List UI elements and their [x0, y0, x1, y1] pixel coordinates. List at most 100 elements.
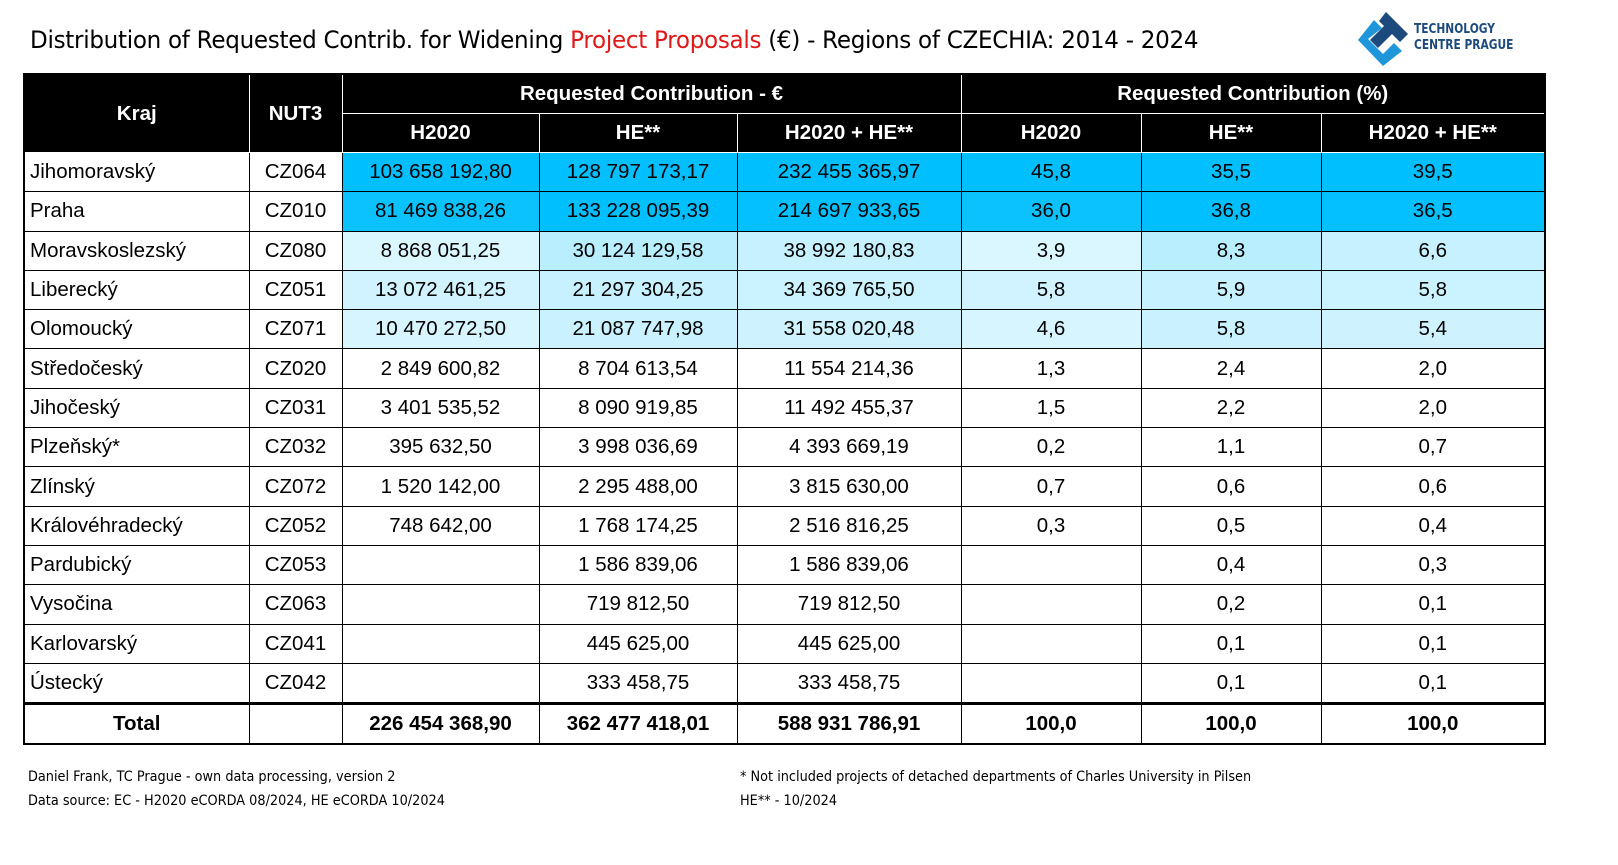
eur-value-0: 2 849 600,82 — [341, 348, 540, 389]
eur-value-1: 8 704 613,54 — [538, 348, 738, 389]
region-name: Karlovarský — [23, 623, 250, 664]
eur-value-0: 748 642,00 — [341, 505, 540, 546]
nut3-code — [248, 702, 343, 746]
region-name: Plzeňský* — [23, 427, 250, 468]
footer-author: Daniel Frank, TC Prague - own data proce… — [28, 769, 396, 785]
eur-value-1: 2 295 488,00 — [538, 466, 738, 507]
pct-value-0: 5,8 — [960, 269, 1142, 311]
region-name: Královéhradecký — [23, 505, 250, 546]
eur-value-1: 445 625,00 — [538, 623, 738, 664]
region-name: Ústecký — [23, 662, 250, 705]
eur-value-1: 133 228 095,39 — [538, 191, 738, 232]
eur-value-0 — [341, 584, 540, 625]
title-text-end: (€) - Regions of CZECHIA: 2014 - 2024 — [761, 26, 1199, 54]
title-highlight: Project Proposals — [570, 26, 762, 54]
pct-value-0: 0,2 — [960, 427, 1142, 468]
table-row: Karlovarský CZ041 445 625,00 445 625,00 0,1 0… — [23, 623, 1546, 664]
eur-value-2: 214 697 933,65 — [736, 191, 962, 232]
eur-value-1: 3 998 036,69 — [538, 427, 738, 468]
eur-value-1: 8 090 919,85 — [538, 387, 738, 429]
pct-value-0: 45,8 — [960, 151, 1142, 193]
eur-value-0: 13 072 461,25 — [341, 269, 540, 311]
eur-value-2: 11 554 214,36 — [736, 348, 962, 389]
subheader-5: H2020 + HE** — [1320, 113, 1546, 153]
pct-value-0: 0,7 — [960, 466, 1142, 507]
region-name: Jihočeský — [23, 387, 250, 429]
table-row: Plzeňský* CZ032 395 632,50 3 998 036,69 4 39… — [23, 427, 1546, 468]
footer-source: Data source: EC - H2020 eCORDA 08/2024, … — [28, 793, 445, 809]
eur-value-2: 445 625,00 — [736, 623, 962, 664]
pct-value-2: 100,0 — [1320, 702, 1546, 746]
eur-value-0: 81 469 838,26 — [341, 191, 540, 232]
pct-value-1: 0,6 — [1140, 466, 1322, 507]
region-name: Vysočina — [23, 584, 250, 625]
pct-value-1: 0,2 — [1140, 584, 1322, 625]
table-row: Jihomoravský CZ064 103 658 192,80 128 797 1… — [23, 151, 1546, 193]
nut3-code: CZ051 — [248, 269, 343, 311]
logo-line1: TECHNOLOGY — [1414, 22, 1496, 37]
table-row: Královéhradecký CZ052 748 642,00 1 768 174,… — [23, 505, 1546, 546]
table-row: Jihočeský CZ031 3 401 535,52 8 090 919,85 11… — [23, 387, 1546, 429]
eur-value-2: 31 558 020,48 — [736, 309, 962, 350]
eur-value-2: 3 815 630,00 — [736, 466, 962, 507]
pct-value-2: 36,5 — [1320, 191, 1546, 232]
region-name: Pardubický — [23, 544, 250, 586]
eur-value-2: 588 931 786,91 — [736, 702, 962, 746]
eur-value-1: 30 124 129,58 — [538, 230, 738, 271]
nut3-code: CZ063 — [248, 584, 343, 625]
pct-value-0 — [960, 584, 1142, 625]
pct-value-1: 100,0 — [1140, 702, 1322, 746]
pct-value-0: 0,3 — [960, 505, 1142, 546]
eur-value-1: 333 458,75 — [538, 662, 738, 705]
region-name: Praha — [23, 191, 250, 232]
pct-value-1: 35,5 — [1140, 151, 1322, 193]
pct-value-2: 5,8 — [1320, 269, 1546, 311]
eur-value-2: 4 393 669,19 — [736, 427, 962, 468]
eur-value-0 — [341, 623, 540, 664]
eur-value-1: 719 812,50 — [538, 584, 738, 625]
footer-note-he: HE** - 10/2024 — [740, 793, 838, 809]
pct-value-2: 0,4 — [1320, 505, 1546, 546]
region-name: Zlínský — [23, 466, 250, 507]
table-row: Středočeský CZ020 2 849 600,82 8 704 613,54… — [23, 348, 1546, 389]
subheader-3: H2020 — [960, 113, 1142, 153]
table-row: Zlínský CZ072 1 520 142,00 2 295 488,00 3 81… — [23, 466, 1546, 507]
header-group-pct: Requested Contribution (%) — [960, 73, 1546, 114]
table-row: Moravskoslezský CZ080 8 868 051,25 30 124 1… — [23, 230, 1546, 271]
nut3-code: CZ071 — [248, 309, 343, 350]
eur-value-0: 8 868 051,25 — [341, 230, 540, 271]
pct-value-1: 2,4 — [1140, 348, 1322, 389]
header-group-eur: Requested Contribution - € — [341, 73, 962, 114]
pct-value-2: 5,4 — [1320, 309, 1546, 350]
eur-value-0: 395 632,50 — [341, 427, 540, 468]
region-name: Moravskoslezský — [23, 230, 250, 271]
nut3-code: CZ053 — [248, 544, 343, 586]
eur-value-2: 2 516 816,25 — [736, 505, 962, 546]
nut3-code: CZ032 — [248, 427, 343, 468]
eur-value-0: 103 658 192,80 — [341, 151, 540, 193]
pct-value-2: 0,6 — [1320, 466, 1546, 507]
table-row: Vysočina CZ063 719 812,50 719 812,50 0,2 0,1 — [23, 584, 1546, 625]
subheader-0: H2020 — [341, 113, 540, 153]
page-title: Distribution of Requested Contrib. for W… — [30, 26, 1199, 54]
logo-text: TECHNOLOGY CENTRE PRAGUE — [1414, 22, 1513, 54]
contribution-table: Kraj NUT3 Requested Contribution - € Req… — [23, 73, 1546, 746]
pct-value-1: 2,2 — [1140, 387, 1322, 429]
region-name: Total — [23, 702, 250, 746]
tc-prague-logo: TECHNOLOGY CENTRE PRAGUE — [1356, 12, 1526, 66]
eur-value-2: 1 586 839,06 — [736, 544, 962, 586]
title-text: Distribution of Requested Contrib. for W… — [30, 26, 571, 54]
subheader-1: HE** — [538, 113, 738, 153]
subheader-4: HE** — [1140, 113, 1322, 153]
logo-mark-icon — [1358, 12, 1408, 66]
eur-value-1: 128 797 173,17 — [538, 151, 738, 193]
pct-value-2: 2,0 — [1320, 348, 1546, 389]
eur-value-0: 3 401 535,52 — [341, 387, 540, 429]
eur-value-1: 21 297 304,25 — [538, 269, 738, 311]
pct-value-1: 1,1 — [1140, 427, 1322, 468]
pct-value-0: 100,0 — [960, 702, 1142, 746]
nut3-code: CZ010 — [248, 191, 343, 232]
pct-value-2: 0,1 — [1320, 623, 1546, 664]
pct-value-1: 0,5 — [1140, 505, 1322, 546]
nut3-code: CZ020 — [248, 348, 343, 389]
